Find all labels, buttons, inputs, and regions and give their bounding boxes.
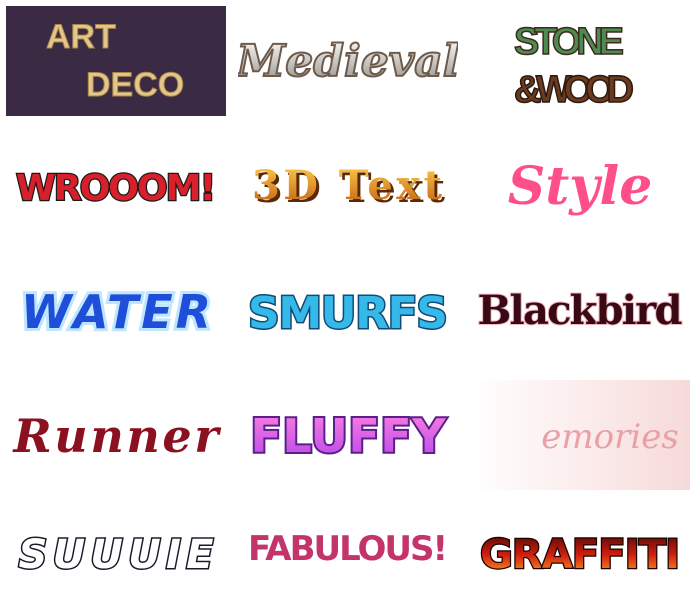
memories-label: emories [541,417,679,457]
blackbird-preview: Blackbird [477,286,684,335]
3d-text-label: 3D Text [252,162,443,209]
graffiti-preview: GRAFFITI [479,531,682,580]
smurfs-label: SMURFS [248,288,448,339]
style-tile-blackbird[interactable]: Blackbird [470,254,690,364]
wroooom-preview: WROOOM! [15,167,218,211]
style-label: Style [508,156,653,217]
medieval-label: Medieval [238,36,458,87]
style-tile-suuuie[interactable]: SUUUIE [6,496,226,606]
fluffy-label: FLUFFY [251,409,447,463]
3d-text-shadow: 3D Text [255,165,446,212]
style-tile-wroooom[interactable]: WROOOM! [6,132,226,242]
suuuie-label: SUUUIE [19,532,214,578]
3d-text-preview: 3D Text 3D Text [252,162,446,212]
wood-line: & WOOD [514,69,634,111]
style-tile-memories[interactable]: emories [470,380,690,490]
blackbird-label: Blackbird [478,287,683,334]
style-tile-smurfs[interactable]: SMURFS [238,254,458,364]
style-tile-runner[interactable]: Runner [6,380,226,490]
runner-label: Runner [12,409,223,463]
runner-preview: Runner [10,408,224,465]
wroooom-label: WROOOM! [16,168,216,209]
memories-preview: emories [541,417,679,457]
stone-line: STONE [514,21,624,63]
style-tile-art-deco[interactable]: ART DECO [6,6,226,116]
art-deco-line1: ART [46,18,116,56]
suuuie-preview: SUUUIE [17,531,215,580]
style-tile-fluffy[interactable]: FLUFFY [238,380,458,490]
stone-wood-preview: STONE & WOOD [513,20,635,112]
graffiti-label: GRAFFITI [480,532,680,578]
fluffy-preview: FLUFFY [249,407,449,465]
style-tile-stone-wood[interactable]: STONE & WOOD [470,6,690,116]
style-tile-fabulous[interactable]: FABULOUS! [238,496,458,606]
smurfs-preview: SMURFS [247,287,450,341]
style-tile-graffiti[interactable]: GRAFFITI [470,496,690,606]
water-preview: WATER [18,282,214,342]
art-deco-line2: DECO [86,66,184,104]
style-tile-3d-text[interactable]: 3D Text 3D Text [238,132,458,242]
medieval-preview: Medieval [238,35,458,88]
water-label: WATER [21,285,211,339]
style-tile-medieval[interactable]: Medieval [238,6,458,116]
art-deco-preview: ART DECO [46,18,185,105]
fabulous-label: FABULOUS! [248,529,448,569]
style-preview: Style [506,154,655,219]
style-tile-water[interactable]: WATER [6,254,226,364]
style-tile-style[interactable]: Style [470,132,690,242]
fabulous-preview: FABULOUS! [247,528,450,571]
